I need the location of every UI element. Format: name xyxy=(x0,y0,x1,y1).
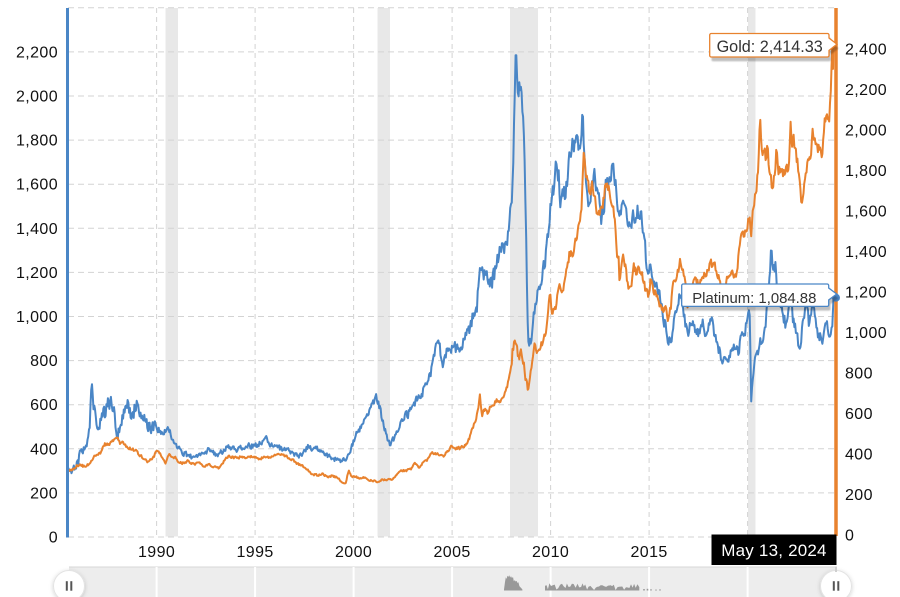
svg-text:May 13, 2024: May 13, 2024 xyxy=(721,541,826,560)
svg-text:1,000: 1,000 xyxy=(845,325,887,342)
svg-text:1,000: 1,000 xyxy=(16,309,58,326)
svg-text:Gold: 2,414.33: Gold: 2,414.33 xyxy=(717,38,823,56)
svg-text:1,600: 1,600 xyxy=(16,177,58,194)
svg-text:1,200: 1,200 xyxy=(845,285,887,302)
svg-text:2,200: 2,200 xyxy=(845,82,887,99)
svg-text:1995: 1995 xyxy=(236,544,273,561)
svg-text:800: 800 xyxy=(845,366,873,383)
svg-text:2005: 2005 xyxy=(433,544,470,561)
svg-text:2,000: 2,000 xyxy=(16,89,58,106)
svg-text:1,800: 1,800 xyxy=(845,163,887,180)
svg-text:2010: 2010 xyxy=(532,544,569,561)
svg-text:200: 200 xyxy=(30,485,58,502)
svg-text:2000: 2000 xyxy=(335,544,372,561)
svg-text:2015: 2015 xyxy=(630,544,667,561)
svg-text:600: 600 xyxy=(30,397,58,414)
svg-text:2,200: 2,200 xyxy=(16,44,58,61)
svg-text:1,800: 1,800 xyxy=(16,133,58,150)
svg-text:1,600: 1,600 xyxy=(845,204,887,221)
svg-text:200: 200 xyxy=(845,487,873,504)
svg-text:1,400: 1,400 xyxy=(845,244,887,261)
svg-text:2,400: 2,400 xyxy=(845,42,887,59)
svg-text:800: 800 xyxy=(30,353,58,370)
svg-text:1990: 1990 xyxy=(138,544,175,561)
svg-text:1,400: 1,400 xyxy=(16,221,58,238)
svg-text:0: 0 xyxy=(49,530,58,547)
svg-text:0: 0 xyxy=(845,528,854,545)
svg-text:1,200: 1,200 xyxy=(16,265,58,282)
svg-text:Platinum: 1,084.88: Platinum: 1,084.88 xyxy=(692,291,816,307)
svg-text:2,000: 2,000 xyxy=(845,123,887,140)
svg-text:400: 400 xyxy=(30,441,58,458)
svg-text:600: 600 xyxy=(845,406,873,423)
svg-text:400: 400 xyxy=(845,447,873,464)
